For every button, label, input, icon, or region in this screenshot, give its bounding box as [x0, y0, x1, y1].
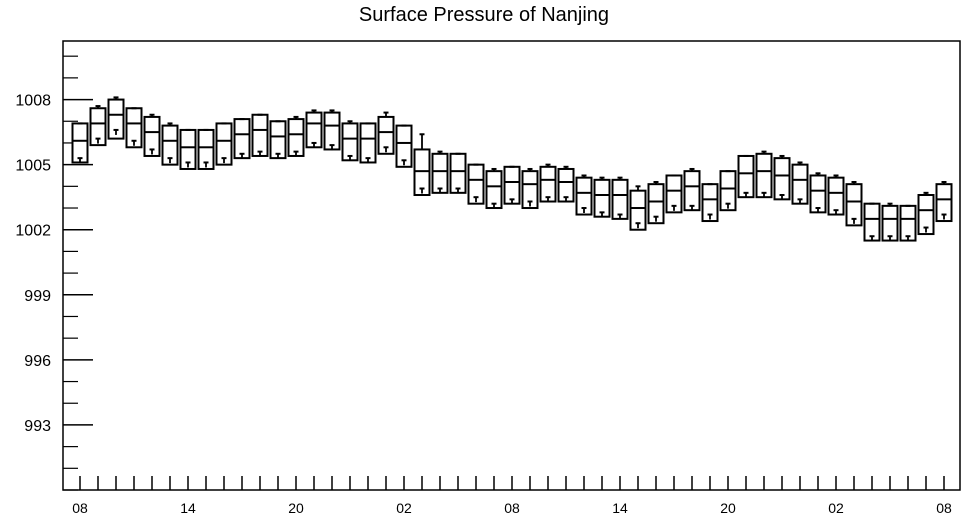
box-iqr	[485, 170, 503, 210]
box-mark	[647, 180, 665, 225]
x-tick-label: 08	[936, 500, 952, 516]
box-iqr	[611, 178, 629, 220]
box-mark	[737, 154, 755, 199]
box-iqr	[233, 118, 251, 160]
box-iqr	[341, 122, 359, 162]
box-mark	[809, 172, 827, 214]
box-mark	[701, 183, 719, 223]
box-mark	[665, 174, 683, 214]
y-tick-label: 999	[24, 288, 51, 305]
box-mark	[575, 174, 593, 216]
box-mark	[935, 180, 953, 223]
y-tick-label: 1008	[15, 93, 51, 110]
box-mark	[107, 96, 125, 140]
x-tick-label: 02	[828, 500, 844, 516]
box-mark	[71, 122, 89, 164]
box-mark	[395, 124, 413, 168]
box-mark	[593, 176, 611, 218]
box-iqr	[755, 152, 773, 199]
box-mark	[431, 150, 449, 194]
x-tick-label: 08	[72, 500, 88, 516]
box-iqr	[503, 165, 521, 205]
box-mark	[305, 109, 323, 149]
box-mark	[485, 167, 503, 210]
box-iqr	[827, 176, 845, 216]
box-iqr	[269, 120, 287, 160]
box-mark	[449, 152, 467, 194]
box-mark	[377, 111, 395, 155]
box-mark	[413, 133, 431, 197]
box-mark	[161, 122, 179, 166]
box-mark	[197, 128, 215, 170]
box-iqr	[791, 163, 809, 205]
box-mark	[863, 202, 881, 242]
plot-frame	[62, 40, 961, 491]
box-mark	[89, 105, 107, 147]
box-mark	[467, 163, 485, 205]
box-iqr	[773, 157, 791, 201]
box-iqr	[683, 170, 701, 212]
box-mark	[629, 185, 647, 231]
box-mark	[827, 174, 845, 216]
x-tick-label: 20	[720, 500, 736, 516]
x-tick-label: 20	[288, 500, 304, 516]
x-tick-label: 08	[504, 500, 520, 516]
box-mark	[755, 150, 773, 199]
box-iqr	[809, 174, 827, 214]
box-mark	[323, 109, 341, 151]
box-iqr	[863, 202, 881, 242]
box-mark	[179, 128, 197, 170]
y-tick-label: 1005	[15, 158, 51, 175]
box-iqr	[431, 152, 449, 194]
box-iqr	[449, 152, 467, 194]
box-mark	[719, 170, 737, 212]
box-mark	[341, 120, 359, 162]
box-mark	[791, 161, 809, 205]
box-mark	[251, 113, 269, 157]
box-iqr	[287, 118, 305, 157]
box-iqr	[71, 122, 89, 164]
box-iqr	[359, 122, 377, 164]
box-mark	[881, 202, 899, 242]
box-iqr	[251, 113, 269, 157]
box-mark	[539, 163, 557, 203]
box-iqr	[323, 111, 341, 151]
box-mark	[269, 120, 287, 160]
box-mark	[611, 176, 629, 220]
box-mark	[773, 154, 791, 201]
x-tick-label: 02	[396, 500, 412, 516]
box-mark	[359, 122, 377, 164]
box-mark	[233, 118, 251, 160]
box-mark	[125, 107, 143, 149]
box-mark	[521, 167, 539, 210]
box-mark	[287, 115, 305, 157]
y-tick-label: 996	[24, 353, 51, 370]
box-mark	[899, 204, 917, 242]
box-mark	[845, 180, 863, 227]
chart-title: Surface Pressure of Nanjing	[358, 4, 610, 26]
box-mark	[215, 122, 233, 166]
y-tick-label: 993	[24, 418, 51, 435]
box-mark	[917, 191, 935, 236]
box-mark	[503, 165, 521, 205]
x-tick-label: 14	[612, 500, 628, 516]
x-tick-label: 14	[180, 500, 196, 516]
box-iqr	[737, 154, 755, 199]
box-iqr	[593, 178, 611, 218]
box-mark	[557, 165, 575, 203]
box-mark	[143, 113, 161, 157]
box-mark	[683, 167, 701, 212]
y-tick-label: 1002	[15, 223, 51, 240]
